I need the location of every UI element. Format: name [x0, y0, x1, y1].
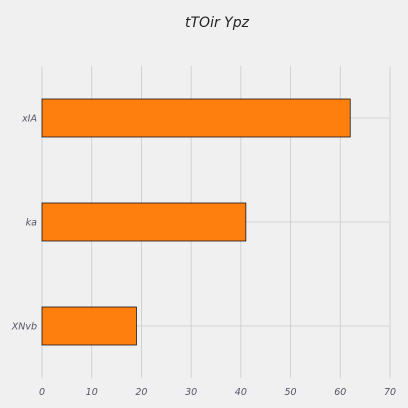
y-tick-label: XNvb — [11, 322, 37, 333]
bars — [41, 98, 351, 346]
x-tick-label: 60 — [334, 387, 346, 398]
bar-ka — [41, 202, 247, 242]
x-tick-label: 30 — [185, 387, 197, 398]
x-axis-ticks: 0 10 20 30 40 50 60 70 — [39, 387, 396, 398]
x-tick-label: 20 — [135, 387, 147, 398]
x-tick-label: 0 — [39, 387, 45, 398]
y-tick-label: xIA — [21, 114, 37, 125]
y-axis-ticks: xIA ka XNvb — [11, 114, 37, 333]
x-tick-label: 70 — [384, 387, 396, 398]
x-tick-label: 10 — [86, 387, 98, 398]
bar-xIA — [41, 98, 351, 138]
chart-title: tTOir Ypz — [185, 15, 250, 31]
x-tick-label: 50 — [285, 387, 297, 398]
bar-XNvb — [41, 306, 137, 346]
x-tick-label: 40 — [235, 387, 247, 398]
y-tick-label: ka — [26, 218, 38, 229]
